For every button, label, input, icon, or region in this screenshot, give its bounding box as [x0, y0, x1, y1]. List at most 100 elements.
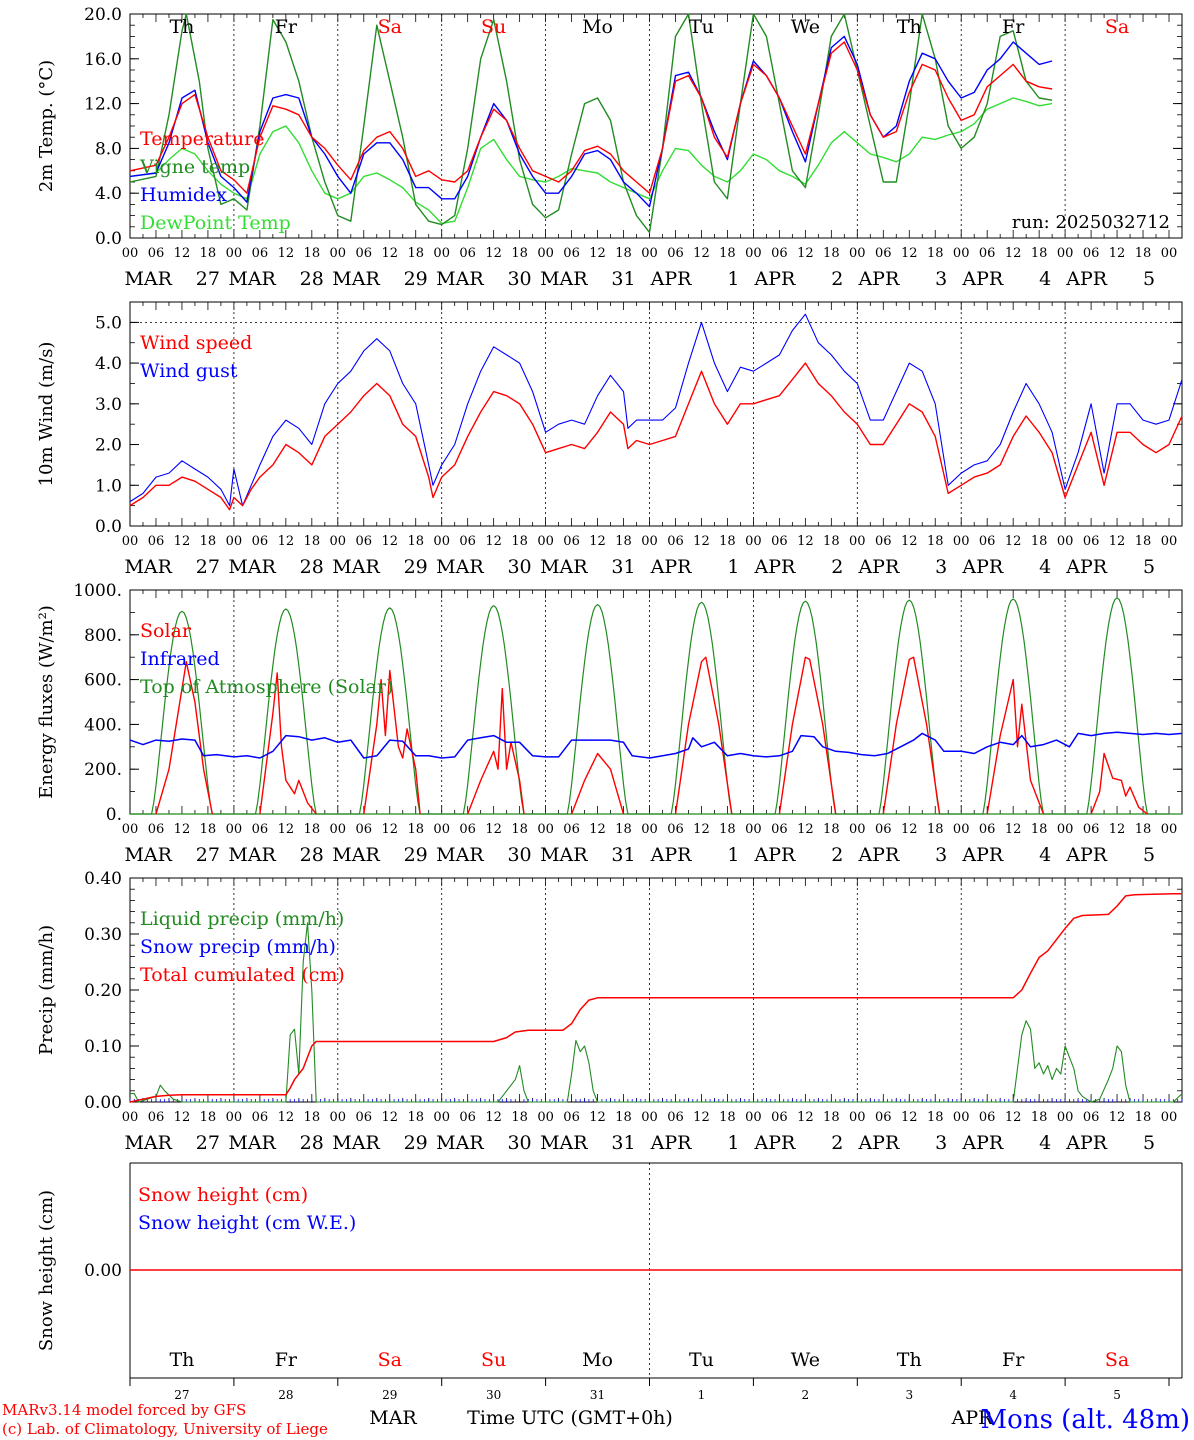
precip-hour-label: 00 — [849, 1110, 866, 1125]
toa-solar-day-0 — [130, 610, 234, 815]
snow-legend-0: Snow height (cm) — [138, 1184, 308, 1206]
temperature-y-axis-label: 2m Temp. (°C) — [36, 60, 57, 192]
solar-day-7 — [882, 656, 941, 815]
energy-hour-label: 00 — [330, 822, 347, 837]
temperature-date-month: APR — [857, 268, 900, 290]
wind-date-day: 5 — [1143, 556, 1155, 578]
precip-date-day: 30 — [507, 1132, 531, 1154]
energy-legend-1: Infrared — [140, 648, 220, 670]
energy-date-day: 31 — [611, 844, 635, 866]
temperature-hour-label: 00 — [849, 246, 866, 261]
temperature-hour-label: 06 — [459, 246, 476, 261]
temperature-date-month: MAR — [436, 268, 484, 290]
wind-hour-label: 06 — [979, 534, 996, 549]
precip-hour-label: 18 — [200, 1110, 217, 1125]
precip-hour-label: 06 — [459, 1110, 476, 1125]
bottom-day-number: 1 — [698, 1388, 706, 1402]
temperature-y-tick-label: 4.0 — [95, 184, 122, 204]
precip-hour-label: 12 — [381, 1110, 398, 1125]
toa-solar-day-5 — [649, 601, 754, 815]
precip-hour-label: 00 — [433, 1110, 450, 1125]
temperature-date-day: 27 — [196, 268, 220, 290]
precip-y-tick-label: 0.00 — [84, 1093, 122, 1113]
precip-hour-label: 18 — [719, 1110, 736, 1125]
wind-date-month: MAR — [540, 556, 588, 578]
temperature-hour-label: 12 — [901, 246, 918, 261]
wind-date-month: MAR — [332, 556, 380, 578]
temperature-hour-label: 18 — [1031, 246, 1048, 261]
bottom-weekday-label: Fr — [1002, 1349, 1025, 1371]
bottom-day-number: 4 — [1009, 1388, 1017, 1402]
energy-hour-label: 00 — [849, 822, 866, 837]
temperature-date-month: APR — [754, 268, 797, 290]
wind-hour-label: 18 — [304, 534, 321, 549]
weekday-label: Su — [481, 16, 506, 38]
energy-y-tick-label: 200. — [84, 760, 122, 780]
precip-hour-label: 18 — [407, 1110, 424, 1125]
wind-hour-label: 18 — [200, 534, 217, 549]
wind-y-tick-label: 3.0 — [95, 395, 122, 415]
temperature-date-day: 5 — [1143, 268, 1155, 290]
temperature-hour-label: 06 — [979, 246, 996, 261]
precip-date-day: 3 — [935, 1132, 947, 1154]
energy-y-tick-label: 0. — [106, 805, 122, 825]
wind-legend-0: Wind speed — [140, 332, 252, 354]
precip-date-month: MAR — [228, 1132, 276, 1154]
bottom-day-number: 2 — [802, 1388, 810, 1402]
temperature-hour-label: 18 — [719, 246, 736, 261]
wind-y-tick-label: 0.0 — [95, 517, 122, 537]
wind-date-month: MAR — [228, 556, 276, 578]
temperature-hour-label: 00 — [122, 246, 139, 261]
bottom-weekday-label: Sa — [1105, 1349, 1129, 1371]
energy-hour-label: 06 — [1083, 822, 1100, 837]
temperature-hour-label: 06 — [667, 246, 684, 261]
wind-date-month: APR — [857, 556, 900, 578]
wind-legend-1: Wind gust — [140, 360, 238, 382]
wind-hour-label: 00 — [330, 534, 347, 549]
precip-date-month: MAR — [436, 1132, 484, 1154]
energy-hour-label: 00 — [745, 822, 762, 837]
energy-date-month: APR — [1065, 844, 1108, 866]
bottom-day-number: 31 — [590, 1388, 605, 1402]
energy-hour-label: 00 — [433, 822, 450, 837]
temperature-hour-label: 06 — [356, 246, 373, 261]
temperature-hour-label: 18 — [407, 246, 424, 261]
bottom-day-number: 28 — [278, 1388, 293, 1402]
energy-hour-label: 06 — [667, 822, 684, 837]
wind-date-day: 31 — [611, 556, 635, 578]
precip-date-day: 28 — [300, 1132, 324, 1154]
precip-y-axis-label: Precip (mm/h) — [36, 925, 57, 1055]
infrared-line — [129, 731, 1183, 759]
precip-hour-label: 12 — [901, 1110, 918, 1125]
energy-y-tick-label: 600. — [84, 671, 122, 691]
temperature-hour-label: 18 — [615, 246, 632, 261]
energy-hour-label: 18 — [1031, 822, 1048, 837]
precip-hour-label: 06 — [148, 1110, 165, 1125]
temperature-y-tick-label: 12.0 — [84, 95, 122, 115]
precip-date-day: 27 — [196, 1132, 220, 1154]
energy-date-month: MAR — [436, 844, 484, 866]
energy-date-day: 29 — [404, 844, 428, 866]
precip-date-month: MAR — [540, 1132, 588, 1154]
energy-hour-label: 12 — [485, 822, 502, 837]
temperature-legend-0: Temperature — [140, 128, 264, 150]
temperature-hour-label: 06 — [563, 246, 580, 261]
precip-hour-label: 00 — [537, 1110, 554, 1125]
bottom-month-mar: MAR — [369, 1407, 417, 1429]
precip-y-tick-label: 0.10 — [84, 1037, 122, 1057]
panel-temperature: 0.04.08.012.016.020.02m Temp. (°C)00 06 12… — [36, 5, 1183, 290]
temperature-hour-label: 18 — [304, 246, 321, 261]
wind-y-tick-label: 1.0 — [95, 476, 122, 496]
toa-solar-day-7 — [857, 599, 962, 815]
wind-hour-label: 00 — [641, 534, 658, 549]
temperature-date-month: APR — [650, 268, 693, 290]
energy-date-day: 27 — [196, 844, 220, 866]
precip-hour-label: 00 — [330, 1110, 347, 1125]
temperature-hour-label: 18 — [823, 246, 840, 261]
energy-date-month: MAR — [540, 844, 588, 866]
temperature-date-month: MAR — [228, 268, 276, 290]
toa-solar-day-9 — [1065, 597, 1169, 815]
energy-y-tick-label: 800. — [84, 626, 122, 646]
